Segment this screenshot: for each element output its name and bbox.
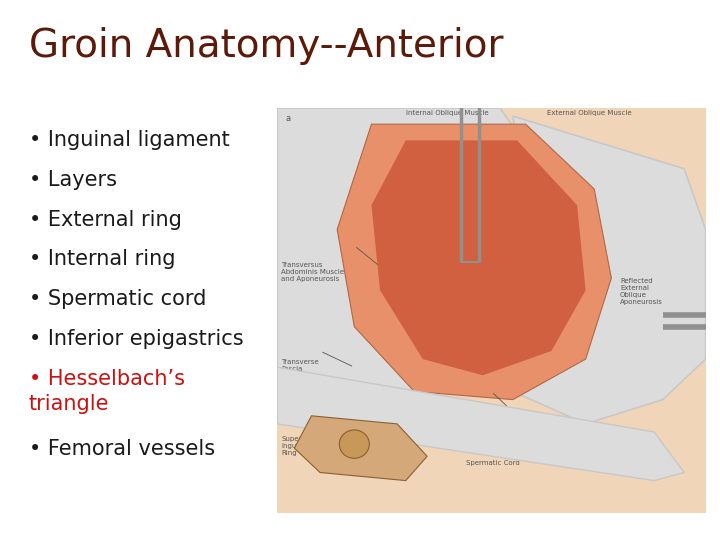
- Text: • Inguinal ligament: • Inguinal ligament: [29, 130, 230, 150]
- Polygon shape: [611, 108, 706, 513]
- Text: • Layers: • Layers: [29, 170, 117, 190]
- Text: Spermatic Cord: Spermatic Cord: [466, 460, 519, 467]
- Text: Groin Anatomy--Anterior: Groin Anatomy--Anterior: [29, 27, 503, 65]
- Text: External Oblique Muscle: External Oblique Muscle: [547, 110, 631, 116]
- Text: • Hesselbach’s
triangle: • Hesselbach’s triangle: [29, 369, 185, 414]
- Text: Internal Oblique Muscle: Internal Oblique Muscle: [406, 110, 488, 116]
- Polygon shape: [277, 108, 534, 400]
- Polygon shape: [337, 124, 611, 400]
- Text: a: a: [286, 114, 291, 123]
- Polygon shape: [294, 416, 427, 481]
- Text: Superficial
Inguinal
Ring: Superficial Inguinal Ring: [282, 436, 318, 456]
- Text: • External ring: • External ring: [29, 210, 181, 230]
- Polygon shape: [372, 140, 585, 375]
- Polygon shape: [277, 367, 684, 481]
- Text: Reflected
External
Oblique
Aponeurosis: Reflected External Oblique Aponeurosis: [620, 278, 663, 305]
- Text: • Inferior epigastrics: • Inferior epigastrics: [29, 329, 243, 349]
- Text: • Internal ring: • Internal ring: [29, 249, 175, 269]
- Text: Inferior
Epigastric Vessels: Inferior Epigastric Vessels: [466, 416, 528, 429]
- Polygon shape: [500, 116, 706, 424]
- Circle shape: [339, 430, 369, 458]
- Text: Transversus
Abdominis Muscle
and Aponeurosis: Transversus Abdominis Muscle and Aponeur…: [282, 262, 345, 282]
- Text: • Femoral vessels: • Femoral vessels: [29, 439, 215, 459]
- Text: Transverse
Fascia: Transverse Fascia: [282, 359, 319, 372]
- Text: • Spermatic cord: • Spermatic cord: [29, 289, 206, 309]
